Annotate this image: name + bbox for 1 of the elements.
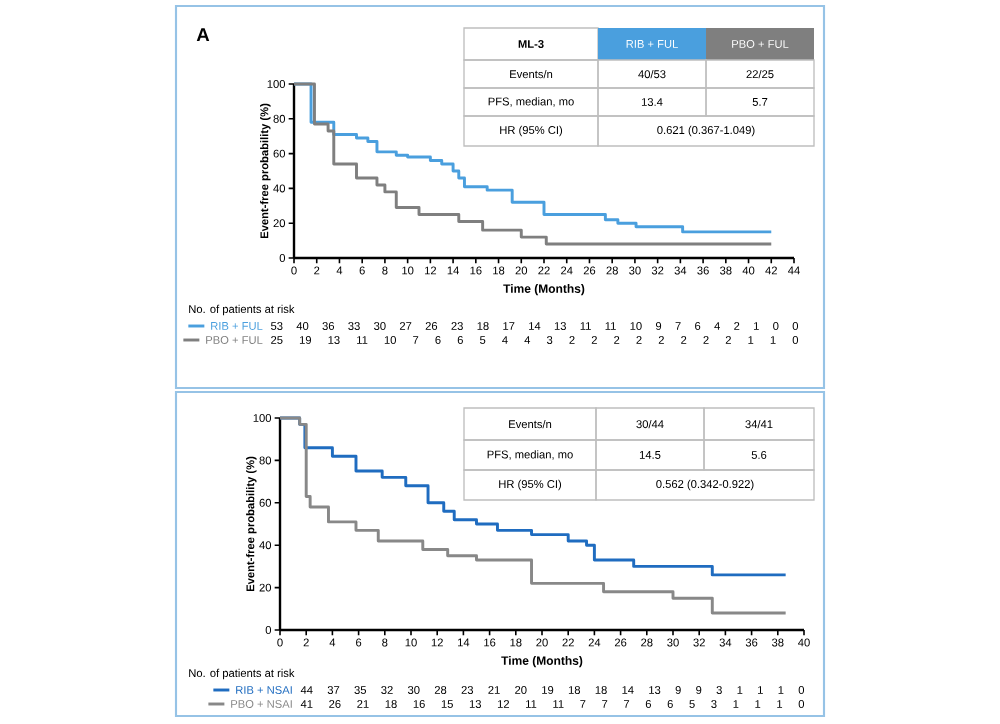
- chart-title: A: [196, 28, 210, 42]
